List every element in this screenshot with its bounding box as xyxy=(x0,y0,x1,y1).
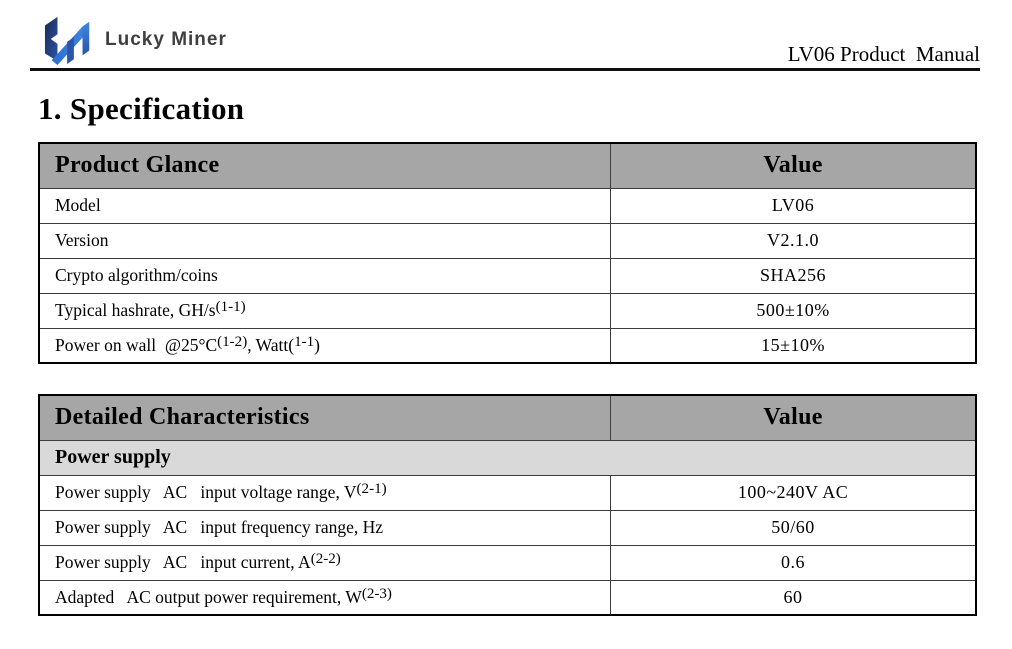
superscript-note: (2-3) xyxy=(361,585,392,602)
table-row: Typical hashrate, GH/s(1-1) 500±10% xyxy=(38,292,977,329)
table-row: Model LV06 xyxy=(38,187,977,224)
row-label: Power supply AC input voltage range, V(2… xyxy=(38,474,612,511)
superscript-note: (2-1) xyxy=(356,481,387,498)
label-text: ) xyxy=(314,334,320,355)
label-text: Power supply AC input frequency range, H… xyxy=(55,517,384,537)
row-label: Model xyxy=(38,187,612,224)
label-text: Version xyxy=(55,230,109,250)
row-value: 50/60 xyxy=(610,509,977,546)
section-label: Power supply xyxy=(38,439,977,476)
label-text: Power supply AC input voltage range, V xyxy=(55,482,357,502)
table-row: Version V2.1.0 xyxy=(38,222,977,259)
brand: Lucky Miner xyxy=(44,13,227,67)
label-text: Adapted AC output power requirement, W xyxy=(55,586,362,607)
row-value: 15±10% xyxy=(610,327,977,364)
manual-title: LV06 Product Manual xyxy=(787,42,980,66)
brand-name: Lucky Miner xyxy=(105,29,227,50)
table-row: Power supply AC input voltage range, V(2… xyxy=(38,474,977,511)
value-column-header: Value xyxy=(610,394,977,441)
table-row: Power on wall @25°C(1-2), Watt(1-1) 15±10… xyxy=(38,327,977,364)
row-label: Power on wall @25°C(1-2), Watt(1-1) xyxy=(38,327,612,364)
row-label: Typical hashrate, GH/s(1-1) xyxy=(38,292,612,329)
value-column-header: Value xyxy=(610,142,977,189)
section-title: 1. Specification xyxy=(38,91,245,126)
table-row: Power supply AC input frequency range, H… xyxy=(38,509,977,546)
table-header-row: Product Glance Value xyxy=(38,142,977,189)
row-label: Crypto algorithm/coins xyxy=(38,257,612,294)
page-header: Lucky Miner LV06 Product Manual xyxy=(30,0,980,71)
label-text: Power on wall @25°C xyxy=(55,334,218,355)
row-value: LV06 xyxy=(610,187,977,224)
superscript-note: (2-2) xyxy=(310,551,341,568)
table-row: Adapted AC output power requirement, W(2… xyxy=(38,579,977,616)
label-text: Model xyxy=(55,195,101,215)
row-label: Version xyxy=(38,222,612,259)
table-header-row: Detailed Characteristics Value xyxy=(38,394,977,441)
table-title: Product Glance xyxy=(38,142,612,189)
product-glance-table: Product Glance Value Model LV06 Version V2.1.… xyxy=(38,142,977,364)
table-row: Power supply AC input current, A(2-2) 0.6 xyxy=(38,544,977,581)
tables: Product Glance Value Model LV06 Version V2.1.… xyxy=(0,142,1012,616)
row-value: 0.6 xyxy=(610,544,977,581)
superscript-note: (1-2) xyxy=(217,333,248,350)
label-text: Typical hashrate, GH/s xyxy=(55,300,216,320)
superscript-note: (1-1) xyxy=(215,299,246,316)
table-title: Detailed Characteristics xyxy=(38,394,612,441)
row-label: Adapted AC output power requirement, W(2… xyxy=(38,579,612,616)
row-value: V2.1.0 xyxy=(610,222,977,259)
row-value: 500±10% xyxy=(610,292,977,329)
table-row: Crypto algorithm/coins SHA256 xyxy=(38,257,977,294)
lucky-miner-logo-icon xyxy=(44,16,90,66)
label-text: Crypto algorithm/coins xyxy=(55,265,218,285)
superscript-note: 1-1 xyxy=(294,333,315,350)
row-label: Power supply AC input current, A(2-2) xyxy=(38,544,612,581)
section-row: Power supply xyxy=(38,439,977,476)
row-value: 60 xyxy=(610,579,977,616)
row-value: SHA256 xyxy=(610,257,977,294)
detailed-characteristics-table: Detailed Characteristics Value Power suppl… xyxy=(38,394,977,616)
label-text: , Watt( xyxy=(247,334,295,355)
row-label: Power supply AC input frequency range, H… xyxy=(38,509,612,546)
row-value: 100~240V AC xyxy=(610,474,977,511)
label-text: Power supply AC input current, A xyxy=(55,552,311,572)
